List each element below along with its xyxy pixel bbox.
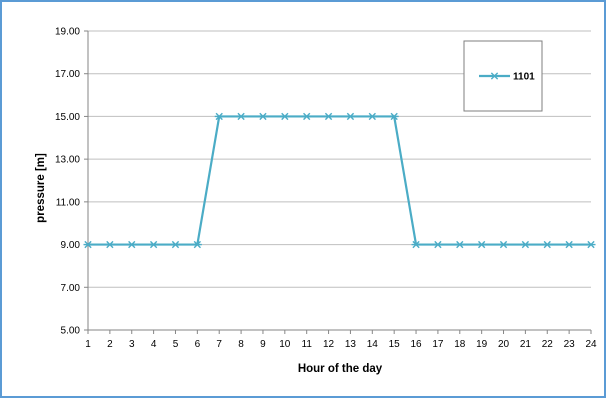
y-axis-title: pressure [m]	[35, 153, 47, 223]
data-point-marker	[236, 112, 246, 121]
data-point-marker	[149, 240, 159, 249]
x-tick-label: 15	[389, 339, 401, 350]
y-tick-label: 7.00	[61, 283, 81, 294]
y-tick-label: 19.00	[55, 27, 80, 38]
data-point-marker	[170, 240, 180, 249]
data-point-marker	[258, 112, 268, 121]
data-point-marker	[127, 240, 137, 249]
data-point-marker	[302, 112, 312, 121]
data-point-marker	[411, 240, 421, 249]
legend: 1101	[463, 40, 543, 112]
x-tick-label: 22	[542, 339, 554, 350]
data-point-marker	[83, 240, 93, 249]
x-tick-label: 13	[345, 339, 357, 350]
x-tick-label: 3	[129, 339, 135, 350]
data-point-marker	[345, 112, 355, 121]
legend-marker	[490, 72, 499, 80]
data-point-marker	[586, 240, 596, 249]
data-point-marker	[433, 240, 443, 249]
data-point-marker	[499, 240, 509, 249]
data-point-marker	[280, 112, 290, 121]
series-line	[88, 115, 591, 246]
x-tick-label: 4	[151, 339, 157, 350]
series-layer	[83, 112, 596, 249]
y-tick-label: 9.00	[61, 240, 81, 251]
x-tick-label: 1	[85, 339, 91, 350]
x-tick-label: 14	[367, 339, 379, 350]
y-tick-label: 13.00	[55, 155, 80, 166]
data-point-marker	[105, 240, 115, 249]
x-tick-label: 17	[432, 339, 444, 350]
x-tick-label: 5	[173, 339, 179, 350]
y-tick-label: 5.00	[61, 326, 81, 337]
x-tick-label: 21	[520, 339, 532, 350]
x-tick-label: 19	[476, 339, 488, 350]
x-tick-label: 11	[302, 339, 313, 350]
x-axis-title: Hour of the day	[298, 363, 383, 375]
x-tick-label: 12	[323, 339, 335, 350]
data-point-marker	[455, 240, 465, 249]
data-point-marker	[520, 240, 530, 249]
x-tick-label: 10	[279, 339, 291, 350]
x-tick-label: 6	[195, 339, 201, 350]
data-point-marker	[542, 240, 552, 249]
legend-label: 1101	[513, 72, 535, 83]
data-point-marker	[389, 112, 399, 121]
data-point-marker	[367, 112, 377, 121]
data-point-marker	[214, 112, 224, 121]
x-tick-label: 23	[564, 339, 576, 350]
x-tick-label: 9	[260, 339, 266, 350]
data-point-marker	[324, 112, 334, 121]
data-point-marker	[192, 240, 202, 249]
x-tick-label: 18	[454, 339, 466, 350]
x-tick-label: 20	[498, 339, 510, 350]
x-tick-label: 7	[216, 339, 222, 350]
x-tick-label: 16	[410, 339, 422, 350]
y-tick-label: 17.00	[55, 69, 80, 80]
data-point-marker	[477, 240, 487, 249]
x-tick-label: 24	[585, 339, 597, 350]
y-tick-label: 15.00	[55, 112, 80, 123]
y-tick-label: 11.00	[56, 197, 81, 208]
x-tick-label: 2	[107, 339, 113, 350]
data-point-marker	[564, 240, 574, 249]
x-tick-label: 8	[238, 339, 244, 350]
